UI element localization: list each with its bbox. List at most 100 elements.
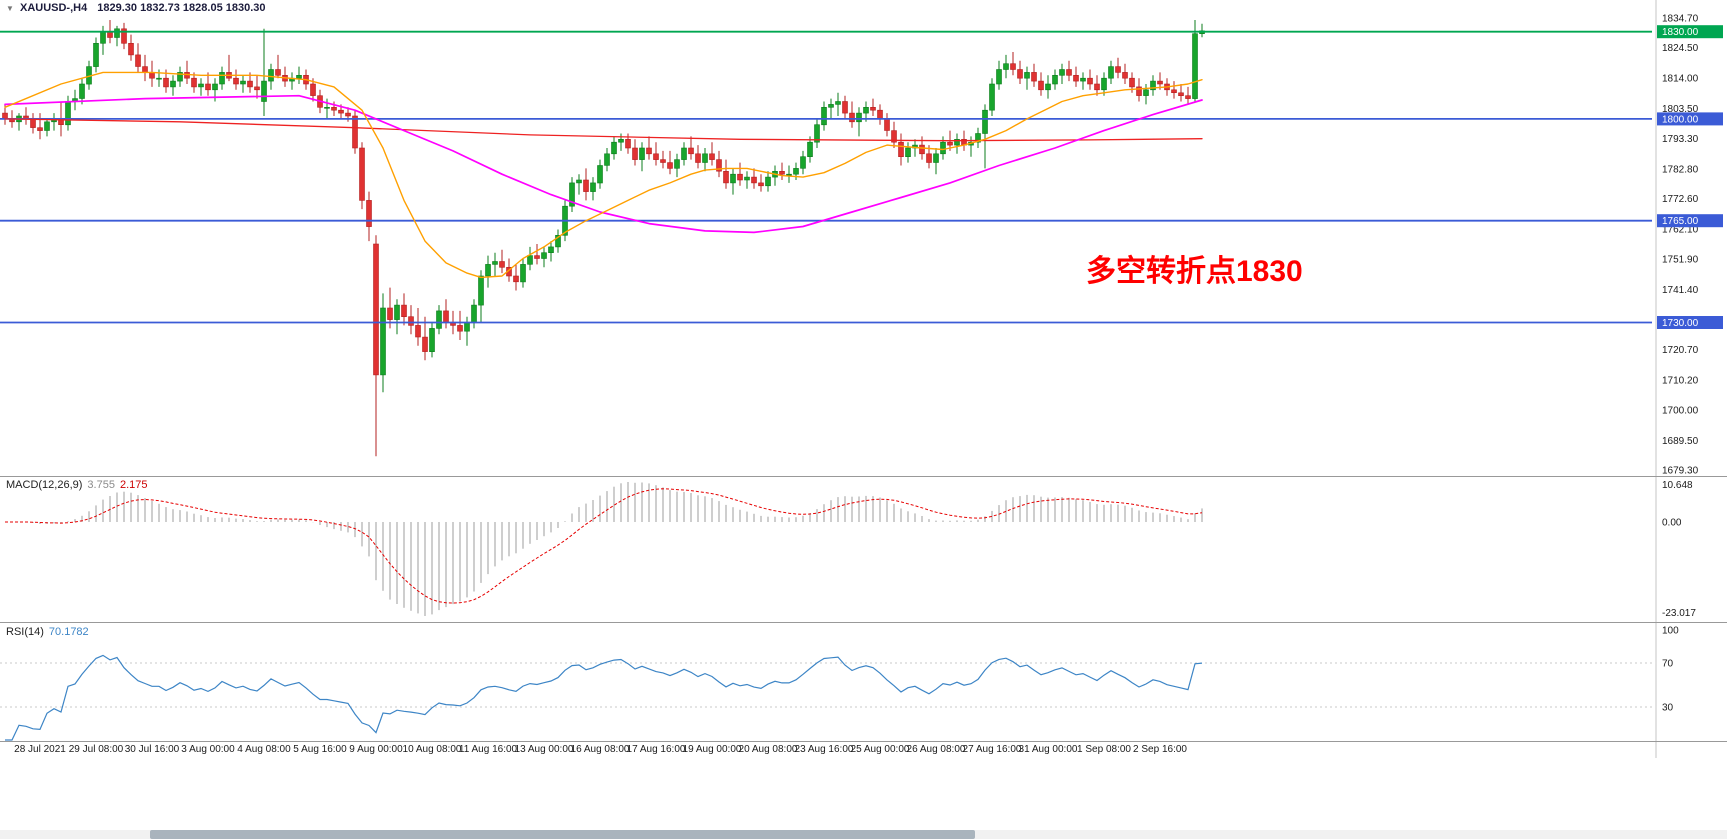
- candle-body: [380, 307, 386, 376]
- rsi-pane[interactable]: 100 70 30: [0, 626, 1679, 741]
- candle-body: [142, 66, 148, 73]
- candle-body: [156, 77, 162, 80]
- candle-body: [660, 159, 666, 163]
- candle-body: [275, 69, 281, 76]
- ma-fast-line: [4, 71, 1203, 279]
- candle-body: [618, 139, 624, 143]
- candle-body: [1178, 92, 1184, 97]
- candle-body: [695, 153, 701, 163]
- candle-body: [30, 118, 36, 128]
- ma-medium-line: [4, 94, 1203, 234]
- time-axis-label: 5 Aug 16:00: [293, 744, 347, 755]
- candle-body: [1031, 72, 1037, 82]
- price-axis-label: 1710.20: [1662, 376, 1699, 387]
- macd-main-value: 3.755: [87, 479, 115, 491]
- time-axis-label: 3 Aug 00:00: [181, 744, 235, 755]
- candle-body: [765, 176, 771, 187]
- candle-body: [422, 336, 428, 352]
- candle-body: [926, 153, 932, 163]
- candle-body: [751, 176, 757, 184]
- candle-body: [177, 72, 183, 82]
- candle-body: [65, 101, 71, 126]
- macd-pane[interactable]: 10.648 0.00 -23.017: [5, 480, 1696, 619]
- price-axis-label: 1679.30: [1662, 466, 1699, 477]
- candlesticks: [2, 20, 1205, 457]
- candle-body: [940, 141, 946, 155]
- candle-body: [1094, 83, 1100, 91]
- scrollbar-thumb[interactable]: [150, 830, 975, 839]
- candle-body: [828, 104, 834, 108]
- time-axis-label: 23 Aug 16:00: [795, 744, 854, 755]
- candle-body: [674, 159, 680, 169]
- candle-body: [212, 83, 218, 91]
- price-axis-label: 1814.00: [1662, 74, 1699, 85]
- candle-body: [415, 325, 421, 338]
- candle-body: [100, 31, 106, 44]
- candle-body: [408, 316, 414, 326]
- price-level-badge: 1765.00: [1657, 214, 1723, 228]
- candle-body: [478, 275, 484, 306]
- candle-body: [583, 179, 589, 192]
- price-scale[interactable]: 1834.70 1824.50 1814.00 1803.50 1793.30 1782.…: [1662, 14, 1699, 477]
- macd-signal-line: [5, 488, 1203, 604]
- price-axis-label: 1824.50: [1662, 43, 1699, 54]
- candle-body: [597, 165, 603, 184]
- candle-body: [632, 147, 638, 160]
- time-axis-label: 30 Jul 16:00: [125, 744, 180, 755]
- time-axis-label: 20 Aug 08:00: [739, 744, 798, 755]
- rsi-indicator-label: RSI(14) 70.1782: [6, 626, 89, 638]
- candle-body: [1073, 75, 1079, 82]
- chart-quote-header: ▼ XAUUSD-,H4 1829.30 1832.73 1828.05 183…: [6, 2, 266, 14]
- candle-body: [1024, 72, 1030, 79]
- candle-body: [184, 72, 190, 79]
- rsi-axis-label: 30: [1662, 703, 1674, 714]
- candle-body: [1108, 66, 1114, 79]
- candle-body: [1059, 69, 1065, 76]
- candle-body: [870, 107, 876, 111]
- candle-body: [205, 83, 211, 91]
- time-axis-label: 16 Aug 08:00: [571, 744, 630, 755]
- candle-body: [233, 77, 239, 85]
- candle-body: [947, 141, 953, 146]
- time-scale[interactable]: 28 Jul 2021 29 Jul 08:00 30 Jul 16:00 3 Aug…: [14, 744, 1187, 755]
- candle-body: [345, 112, 351, 117]
- macd-indicator-label: MACD(12,26,9) 3.755 2.175: [6, 479, 147, 491]
- candle-body: [611, 141, 617, 155]
- candle-body: [569, 182, 575, 207]
- candle-body: [534, 255, 540, 259]
- time-axis-label: 31 Aug 00:00: [1019, 744, 1078, 755]
- horizontal-scrollbar[interactable]: [0, 830, 1727, 839]
- candle-body: [1101, 77, 1107, 91]
- rsi-label-text: RSI(14): [6, 626, 44, 638]
- candle-body: [639, 147, 645, 160]
- candle-body: [996, 69, 1002, 85]
- candle-body: [758, 182, 764, 187]
- candle-body: [821, 107, 827, 126]
- candle-body: [548, 246, 554, 253]
- time-axis-label: 29 Jul 08:00: [69, 744, 124, 755]
- svg-text:1730.00: 1730.00: [1662, 318, 1699, 329]
- candle-body: [499, 261, 505, 268]
- time-axis-label: 27 Aug 16:00: [963, 744, 1022, 755]
- candle-body: [79, 83, 85, 99]
- candle-body: [527, 255, 533, 265]
- candle-body: [198, 83, 204, 88]
- candle-body: [324, 107, 330, 109]
- candle-body: [884, 118, 890, 131]
- candle-body: [1122, 72, 1128, 79]
- candle-body: [863, 107, 869, 114]
- ma-slow-line: [4, 118, 1203, 142]
- symbol-dropdown-icon[interactable]: ▼: [6, 4, 14, 13]
- candle-body: [352, 115, 358, 149]
- price-axis-label: 1793.30: [1662, 134, 1699, 145]
- annotation-text[interactable]: 多空转折点1830: [1086, 255, 1303, 288]
- candle-body: [429, 328, 435, 352]
- candle-body: [653, 153, 659, 160]
- candle-body: [800, 156, 806, 169]
- candle-body: [716, 159, 722, 172]
- candle-body: [93, 42, 99, 67]
- candle-body: [366, 200, 372, 227]
- candle-body: [1115, 66, 1121, 73]
- macd-label-text: MACD(12,26,9): [6, 479, 83, 491]
